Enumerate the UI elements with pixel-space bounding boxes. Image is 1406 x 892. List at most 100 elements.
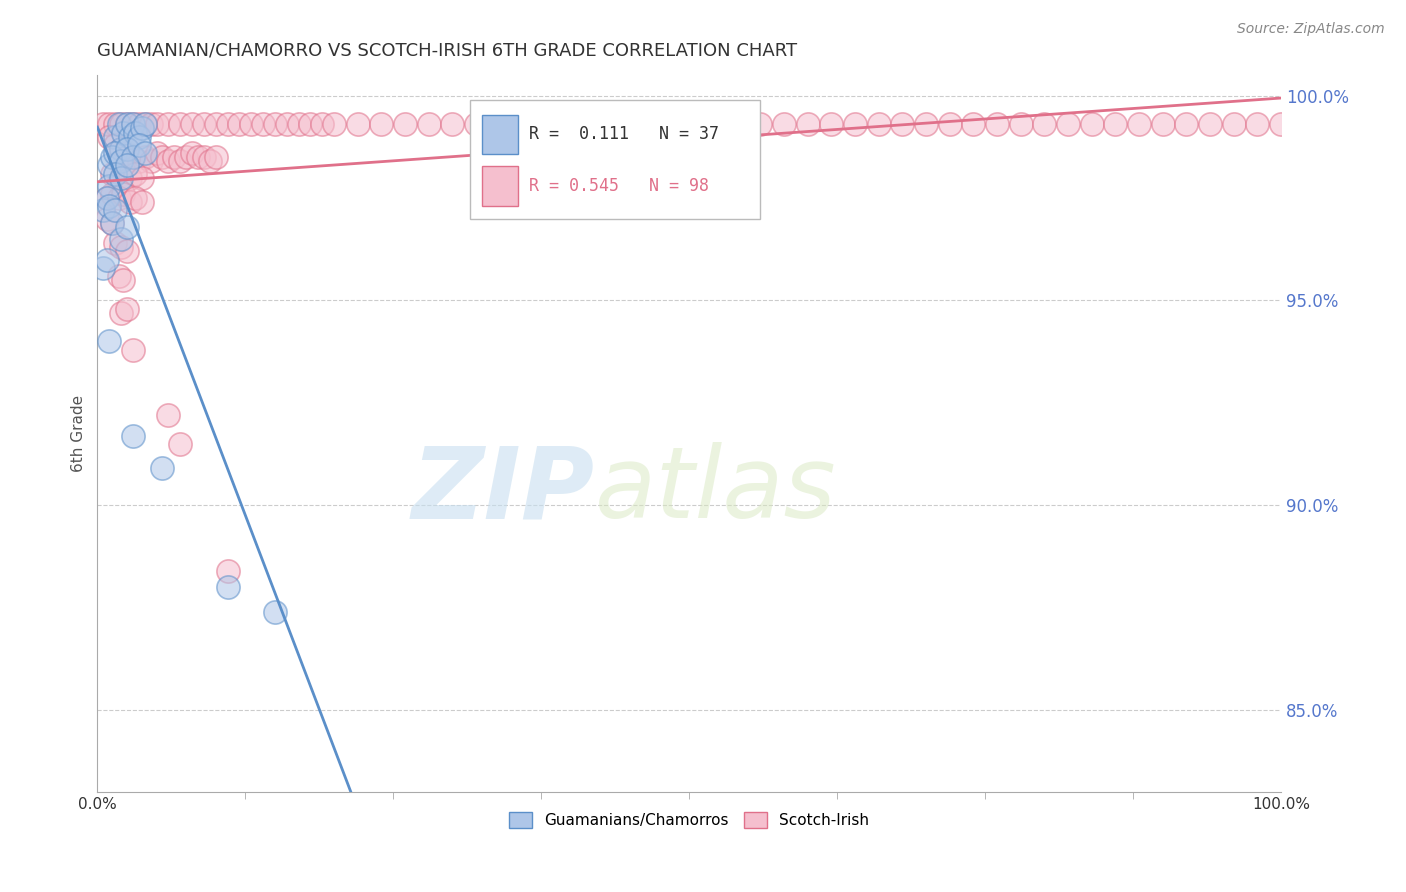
Point — [128, 137, 150, 152]
Point — [110, 154, 132, 169]
Point — [96, 252, 118, 267]
Point — [488, 117, 510, 131]
Point — [120, 129, 142, 144]
Point — [198, 154, 221, 169]
Point — [110, 117, 132, 131]
Point — [115, 117, 138, 131]
Point — [115, 117, 138, 131]
Point — [204, 150, 226, 164]
Point — [104, 117, 127, 131]
Point — [193, 117, 215, 131]
Point — [512, 117, 534, 131]
Point — [287, 117, 309, 131]
Point — [560, 117, 582, 131]
Point — [217, 117, 239, 131]
Point — [110, 306, 132, 320]
Point — [962, 117, 984, 131]
Point — [181, 146, 204, 161]
Point — [115, 158, 138, 172]
Point — [112, 186, 135, 201]
Point — [252, 117, 274, 131]
Text: Source: ZipAtlas.com: Source: ZipAtlas.com — [1237, 22, 1385, 37]
Point — [104, 137, 127, 152]
Point — [115, 142, 138, 156]
Point — [96, 211, 118, 226]
Point — [678, 117, 700, 131]
Point — [98, 334, 121, 349]
Point — [115, 146, 138, 161]
Point — [91, 260, 114, 275]
Point — [264, 605, 287, 619]
Point — [228, 117, 250, 131]
Point — [772, 117, 794, 131]
Point — [915, 117, 938, 131]
Point — [169, 117, 191, 131]
Point — [134, 146, 156, 161]
Y-axis label: 6th Grade: 6th Grade — [72, 395, 86, 472]
Point — [204, 117, 226, 131]
Point — [346, 117, 368, 131]
Point — [654, 117, 676, 131]
Point — [96, 191, 118, 205]
Legend: Guamanians/Chamorros, Scotch-Irish: Guamanians/Chamorros, Scotch-Irish — [503, 806, 876, 835]
Point — [749, 117, 772, 131]
Point — [1057, 117, 1080, 131]
Point — [128, 154, 150, 169]
Text: R = 0.545   N = 98: R = 0.545 N = 98 — [530, 177, 710, 194]
Point — [100, 186, 122, 201]
Point — [986, 117, 1008, 131]
Point — [121, 343, 143, 357]
Point — [107, 191, 129, 205]
Point — [124, 167, 146, 181]
Point — [107, 175, 129, 189]
Point — [583, 117, 606, 131]
Point — [276, 117, 298, 131]
Point — [98, 129, 121, 144]
Point — [217, 580, 239, 594]
Point — [98, 158, 121, 172]
Point — [145, 146, 167, 161]
Point — [98, 178, 121, 193]
Text: ZIP: ZIP — [412, 442, 595, 540]
Point — [110, 142, 132, 156]
Point — [1175, 117, 1198, 131]
Point — [112, 273, 135, 287]
Point — [796, 117, 818, 131]
Point — [98, 117, 121, 131]
Point — [1222, 117, 1244, 131]
Point — [299, 117, 322, 131]
Point — [844, 117, 866, 131]
Point — [120, 195, 142, 210]
Point — [157, 154, 180, 169]
Point — [100, 216, 122, 230]
Text: R =  0.111   N = 37: R = 0.111 N = 37 — [530, 125, 720, 143]
Point — [115, 219, 138, 234]
Point — [91, 203, 114, 218]
Point — [152, 461, 174, 475]
Point — [124, 191, 146, 205]
Point — [110, 142, 132, 156]
Point — [465, 117, 488, 131]
Point — [112, 162, 135, 177]
Point — [370, 117, 392, 131]
Point — [120, 170, 142, 185]
Point — [157, 408, 180, 422]
Point — [100, 150, 122, 164]
Point — [121, 428, 143, 442]
Point — [394, 117, 416, 131]
Point — [1010, 117, 1032, 131]
Point — [104, 129, 127, 144]
Point — [1270, 117, 1292, 131]
Point — [104, 203, 127, 218]
Bar — [482, 166, 517, 206]
Point — [91, 117, 114, 131]
Point — [124, 126, 146, 140]
Point — [134, 150, 156, 164]
Point — [187, 150, 209, 164]
Point — [311, 117, 333, 131]
Point — [264, 117, 287, 131]
Point — [121, 117, 143, 131]
Point — [107, 268, 129, 283]
Point — [1033, 117, 1056, 131]
Point — [217, 564, 239, 578]
